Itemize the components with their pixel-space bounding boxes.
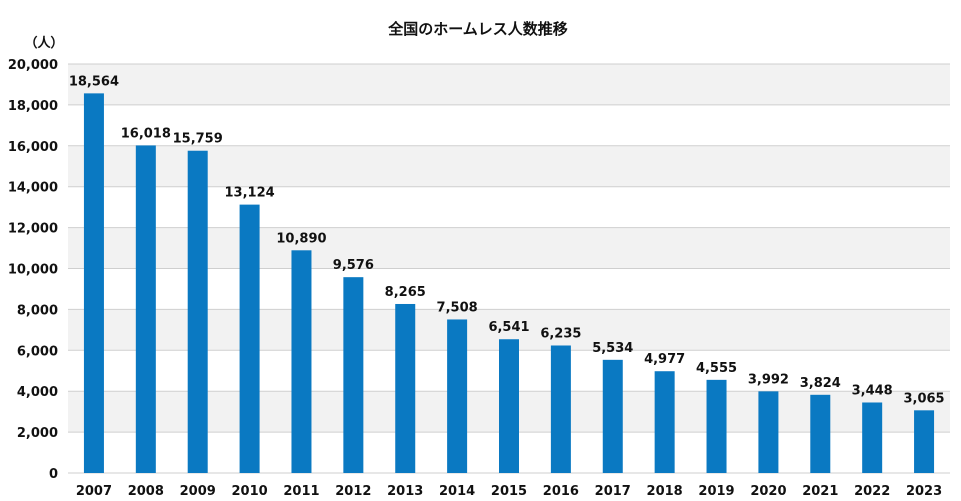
y-axis-unit-label: （人） bbox=[24, 35, 63, 51]
chart-title: 全国のホームレス人数推移 bbox=[387, 20, 568, 38]
y-tick-label: 6,000 bbox=[17, 344, 58, 359]
bar bbox=[135, 145, 156, 474]
data-label: 9,576 bbox=[333, 258, 374, 273]
x-tick-label: 2022 bbox=[854, 484, 890, 499]
bar bbox=[499, 339, 519, 473]
bar bbox=[239, 204, 260, 473]
data-label: 4,977 bbox=[644, 352, 685, 367]
bar bbox=[343, 277, 364, 473]
data-label: 5,534 bbox=[592, 341, 633, 356]
data-label: 3,824 bbox=[800, 376, 841, 391]
data-label: 3,992 bbox=[748, 372, 789, 387]
bar bbox=[654, 371, 675, 473]
data-label: 3,448 bbox=[852, 383, 893, 398]
data-label: 15,759 bbox=[173, 132, 223, 147]
bar bbox=[550, 345, 571, 473]
y-tick-label: 4,000 bbox=[17, 385, 58, 400]
x-tick-label: 2023 bbox=[906, 484, 942, 499]
x-tick-label: 2008 bbox=[128, 484, 164, 499]
grid-band bbox=[68, 227, 950, 269]
x-tick-label: 2019 bbox=[698, 484, 734, 499]
bar bbox=[914, 410, 935, 473]
x-tick-label: 2021 bbox=[802, 484, 838, 499]
data-label: 6,235 bbox=[540, 326, 581, 341]
data-label: 13,124 bbox=[225, 186, 275, 201]
x-tick-label: 2016 bbox=[543, 484, 579, 499]
data-label: 8,265 bbox=[385, 285, 426, 300]
bar bbox=[395, 303, 416, 473]
data-label: 16,018 bbox=[121, 126, 171, 141]
x-tick-label: 2011 bbox=[283, 484, 319, 499]
y-tick-label: 18,000 bbox=[8, 99, 58, 114]
bar bbox=[83, 93, 104, 473]
x-tick-label: 2010 bbox=[231, 484, 267, 499]
bar bbox=[447, 319, 468, 473]
y-tick-label: 12,000 bbox=[8, 222, 58, 237]
data-label: 10,890 bbox=[276, 231, 326, 246]
x-tick-label: 2015 bbox=[491, 484, 527, 499]
y-tick-label: 2,000 bbox=[17, 426, 58, 441]
bar bbox=[706, 379, 727, 473]
y-tick-label: 0 bbox=[49, 467, 58, 482]
y-tick-label: 8,000 bbox=[17, 303, 58, 318]
x-tick-label: 2007 bbox=[76, 484, 112, 499]
grid-band bbox=[68, 64, 950, 105]
bar bbox=[602, 359, 623, 473]
data-label: 4,555 bbox=[696, 361, 737, 376]
y-tick-label: 14,000 bbox=[8, 181, 58, 196]
data-label: 6,541 bbox=[488, 320, 529, 335]
plot-area: 0 2,000 4,000 6,000 8,000 10,000 12,000 14,000 1… bbox=[8, 58, 950, 499]
x-tick-label: 2013 bbox=[387, 484, 423, 499]
y-tick-label: 10,000 bbox=[8, 263, 58, 278]
bar bbox=[862, 402, 883, 473]
x-tick-label: 2017 bbox=[595, 484, 631, 499]
data-label: 18,564 bbox=[69, 74, 119, 89]
x-tick-label: 2014 bbox=[439, 484, 475, 499]
y-tick-label: 16,000 bbox=[8, 140, 58, 155]
y-tick-label: 20,000 bbox=[8, 58, 58, 73]
x-tick-label: 2018 bbox=[647, 484, 683, 499]
data-label: 3,065 bbox=[903, 391, 944, 406]
x-tick-label: 2009 bbox=[180, 484, 216, 499]
bar bbox=[291, 250, 312, 473]
grid-band bbox=[68, 145, 950, 187]
bar bbox=[758, 391, 779, 473]
data-label: 7,508 bbox=[437, 300, 478, 315]
x-tick-label: 2012 bbox=[335, 484, 371, 499]
bar bbox=[187, 150, 208, 473]
x-tick-label: 2020 bbox=[750, 484, 786, 499]
bar bbox=[810, 394, 831, 473]
